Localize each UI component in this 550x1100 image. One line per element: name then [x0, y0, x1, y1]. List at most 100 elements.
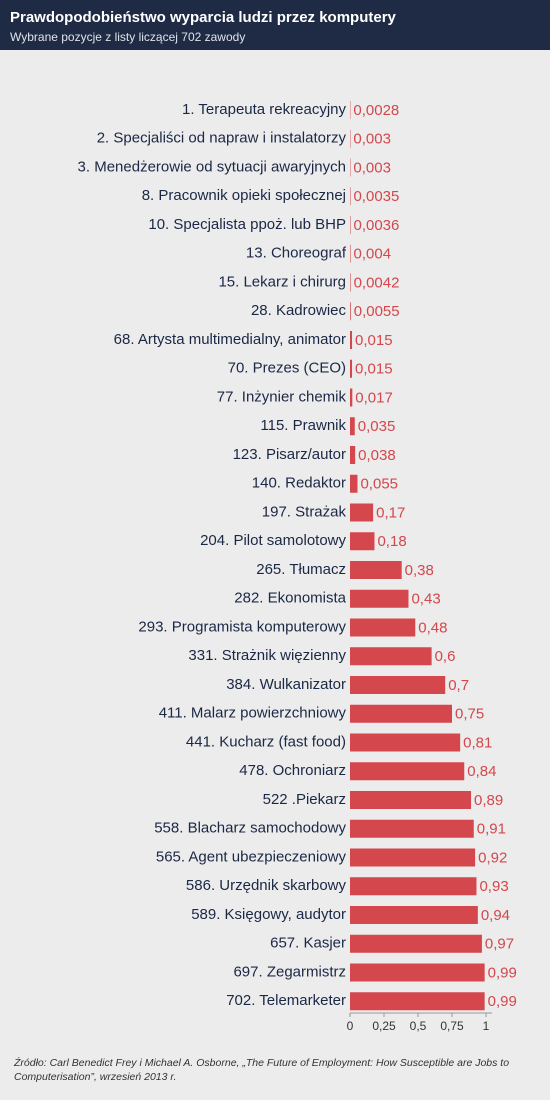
value-label: 0,99 — [488, 964, 517, 981]
bar — [350, 388, 353, 407]
category-label: 197. Strażak — [262, 503, 347, 520]
value-label: 0,18 — [377, 533, 406, 550]
value-label: 0,7 — [448, 677, 469, 694]
bar — [350, 561, 402, 579]
category-label: 697. Zegarmistrz — [233, 963, 346, 980]
category-label: 77. Inżynier chemik — [217, 388, 347, 405]
bar — [350, 503, 374, 522]
category-label: 478. Ochroniarz — [239, 762, 346, 779]
value-label: 0,015 — [355, 332, 393, 349]
bar — [350, 618, 416, 637]
value-label: 0,75 — [455, 706, 484, 723]
value-label: 0,003 — [353, 159, 391, 176]
value-label: 0,0055 — [354, 303, 400, 320]
value-label: 0,0036 — [353, 217, 399, 234]
value-label: 0,94 — [481, 907, 510, 924]
value-label: 0,92 — [478, 849, 507, 866]
value-label: 0,004 — [354, 246, 392, 263]
category-label: 293. Programista komputerowy — [138, 618, 346, 635]
category-label: 384. Wulkanizator — [226, 676, 346, 693]
category-label: 282. Ekonomista — [234, 590, 346, 607]
x-tick-label: 0 — [347, 1019, 354, 1033]
bar — [350, 446, 356, 464]
source-note: Źródło: Carl Benedict Frey i Michael A. … — [14, 1057, 510, 1083]
bar — [350, 589, 409, 608]
category-label: 265. Tłumacz — [256, 561, 346, 578]
value-label: 0,0028 — [353, 102, 399, 119]
x-tick-label: 1 — [483, 1019, 490, 1033]
value-label: 0,93 — [479, 878, 508, 895]
category-label: 1. Terapeuta rekreacyjny — [182, 101, 346, 118]
bar — [350, 417, 355, 436]
value-label: 0,035 — [358, 418, 396, 435]
bar — [350, 244, 351, 263]
value-label: 0,97 — [485, 936, 514, 953]
value-label: 0,17 — [376, 504, 405, 521]
bar — [350, 273, 351, 292]
category-label: 115. Prawnik — [260, 417, 346, 434]
category-label: 28. Kadrowiec — [251, 302, 347, 319]
x-tick-label: 0,25 — [372, 1019, 396, 1033]
bar — [350, 848, 476, 867]
value-label: 0,055 — [360, 476, 398, 493]
bar — [350, 704, 452, 723]
bar — [350, 992, 485, 1011]
value-label: 0,003 — [353, 131, 391, 148]
category-label: 657. Kasjer — [270, 935, 346, 952]
chart-title: Prawdopodobieństwo wyparcia ludzi przez … — [10, 9, 397, 26]
value-label: 0,0042 — [354, 274, 400, 291]
bar — [350, 359, 353, 378]
bar — [350, 877, 477, 896]
bar — [350, 934, 482, 953]
value-label: 0,99 — [488, 993, 517, 1010]
category-label: 204. Pilot samolotowy — [200, 532, 346, 549]
category-label: 589. Księgowy, audytor — [191, 906, 346, 923]
value-label: 0,89 — [474, 792, 503, 809]
value-label: 0,38 — [405, 562, 434, 579]
category-label: 123. Pisarz/autor — [233, 446, 346, 463]
category-label: 15. Lekarz i chirurg — [218, 273, 346, 290]
x-tick-label: 0,75 — [440, 1019, 464, 1033]
category-label: 331. Strażnik więzienny — [188, 647, 346, 664]
category-label: 565. Agent ubezpieczeniowy — [156, 848, 347, 865]
bar — [350, 791, 472, 809]
x-tick-label: 0,5 — [410, 1019, 427, 1033]
category-label: 586. Urzędnik skarbowy — [186, 877, 347, 894]
value-label: 0,017 — [355, 389, 393, 406]
bar — [350, 676, 446, 694]
category-label: 10. Specjalista ppoż. lub BHP — [148, 216, 346, 233]
header-band — [0, 0, 550, 50]
bar — [350, 302, 351, 321]
category-label: 68. Artysta multimedialny, animator — [114, 331, 346, 348]
value-label: 0,038 — [358, 447, 396, 464]
value-label: 0,0035 — [353, 188, 399, 205]
value-label: 0,91 — [477, 821, 506, 838]
category-label: 441. Kucharz (fast food) — [186, 733, 346, 750]
bar — [350, 733, 461, 752]
value-label: 0,015 — [355, 361, 393, 378]
category-label: 411. Malarz powierzchniowy — [159, 705, 347, 722]
bar — [350, 532, 375, 551]
bar — [350, 762, 465, 781]
value-label: 0,6 — [435, 648, 456, 665]
bar — [350, 474, 358, 493]
category-label: 70. Prezes (CEO) — [228, 360, 346, 377]
value-label: 0,81 — [463, 734, 492, 751]
category-label: 2. Specjaliści od napraw i instalatorzy — [97, 130, 347, 147]
value-label: 0,48 — [418, 619, 447, 636]
bar — [350, 963, 485, 982]
value-label: 0,84 — [467, 763, 496, 780]
category-label: 522 .Piekarz — [263, 791, 346, 808]
category-label: 3. Menedżerowie od sytuacji awaryjnych — [78, 158, 346, 175]
bar — [350, 906, 478, 924]
bar — [350, 331, 353, 349]
category-label: 140. Redaktor — [252, 475, 346, 492]
bar — [350, 647, 432, 666]
category-label: 558. Blacharz samochodowy — [154, 820, 346, 837]
chart-subtitle: Wybrane pozycje z listy liczącej 702 zaw… — [10, 30, 245, 44]
value-label: 0,43 — [411, 591, 440, 608]
bar — [350, 819, 474, 838]
category-label: 8. Pracownik opieki społecznej — [142, 187, 346, 204]
